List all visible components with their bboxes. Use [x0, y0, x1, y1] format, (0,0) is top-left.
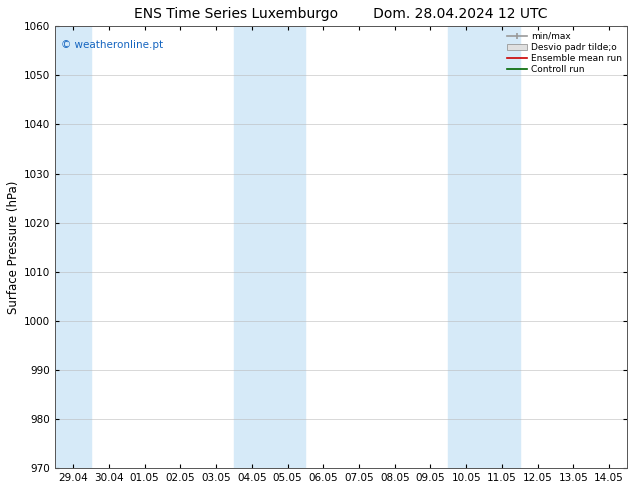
Bar [234, 26, 306, 468]
Title: ENS Time Series Luxemburgo        Dom. 28.04.2024 12 UTC: ENS Time Series Luxemburgo Dom. 28.04.20… [134, 7, 548, 21]
Text: © weatheronline.pt: © weatheronline.pt [61, 40, 163, 49]
Bar [55, 26, 91, 468]
Legend: min/max, Desvio padr tilde;o, Ensemble mean run, Controll run: min/max, Desvio padr tilde;o, Ensemble m… [505, 29, 624, 77]
Bar [448, 26, 520, 468]
Y-axis label: Surface Pressure (hPa): Surface Pressure (hPa) [7, 180, 20, 314]
